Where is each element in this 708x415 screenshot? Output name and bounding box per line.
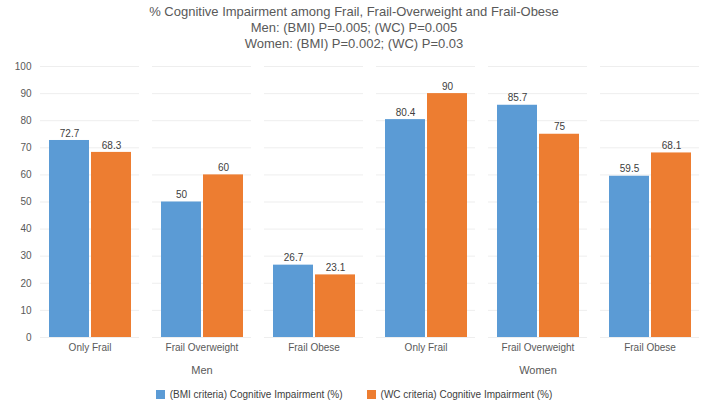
- svg-text:30: 30: [20, 250, 32, 261]
- svg-text:70: 70: [20, 142, 32, 153]
- svg-text:100: 100: [15, 61, 32, 72]
- svg-text:40: 40: [20, 223, 32, 234]
- svg-text:Only Frail: Only Frail: [69, 342, 112, 353]
- svg-text:Frail Obese: Frail Obese: [624, 342, 676, 353]
- svg-text:75: 75: [554, 121, 566, 132]
- html-text:Men: (BMI) P=0.005; (WC) P=0.0: Men: (BMI) P=0.005; (WC) P=0.005: [250, 20, 458, 35]
- svg-text:Frail Overweight: Frail Overweight: [166, 342, 239, 353]
- svg-text:Only Frail: Only Frail: [405, 342, 448, 353]
- svg-text:0: 0: [26, 332, 32, 343]
- html-text:Women: (BMI) P=0.002; (WC) P=0: Women: (BMI) P=0.002; (WC) P=0.03: [244, 36, 464, 51]
- svg-text:80.4: 80.4: [396, 107, 416, 118]
- svg-text:26.7: 26.7: [284, 252, 304, 263]
- svg-text:72.7: 72.7: [60, 128, 80, 139]
- svg-text:59.5: 59.5: [620, 163, 640, 174]
- html-text:(BMI criteria) Cognitive Impai: (BMI criteria) Cognitive Impairment (%): [169, 389, 343, 400]
- svg-text:80: 80: [20, 115, 32, 126]
- svg-text:85.7: 85.7: [508, 92, 528, 103]
- html-text:% Cognitive Impairment among F: % Cognitive Impairment among Frail, Frai…: [149, 4, 559, 19]
- svg-text:Frail Obese: Frail Obese: [288, 342, 340, 353]
- svg-text:Frail Overweight: Frail Overweight: [502, 342, 575, 353]
- svg-text:50: 50: [176, 189, 188, 200]
- svg-text:90: 90: [442, 81, 454, 92]
- html-text:(WC criteria) Cognitive Impair: (WC criteria) Cognitive Impairment (%): [380, 389, 553, 400]
- svg-text:Men: Men: [191, 364, 212, 376]
- svg-text:68.1: 68.1: [662, 140, 682, 151]
- svg-text:Women: Women: [519, 364, 557, 376]
- svg-text:60: 60: [20, 169, 32, 180]
- svg-text:68.3: 68.3: [102, 140, 122, 151]
- svg-text:90: 90: [20, 88, 32, 99]
- svg-text:60: 60: [218, 162, 230, 173]
- svg-text:20: 20: [20, 278, 32, 289]
- svg-text:50: 50: [20, 196, 32, 207]
- svg-text:10: 10: [20, 305, 32, 316]
- svg-text:23.1: 23.1: [326, 262, 346, 273]
